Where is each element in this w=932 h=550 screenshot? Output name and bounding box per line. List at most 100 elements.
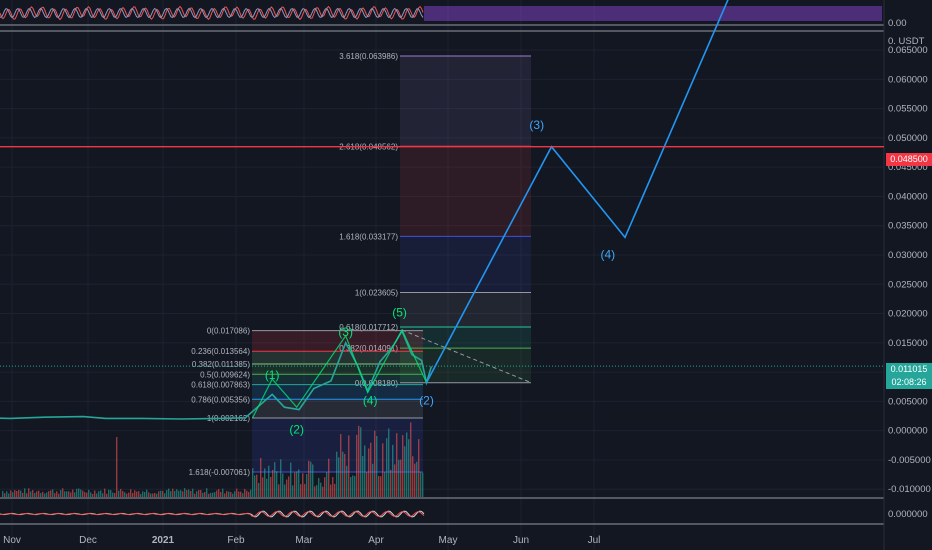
volume-bar — [286, 479, 288, 497]
volume-bar — [338, 457, 340, 497]
fib-ret-zone — [252, 399, 423, 419]
fib-ret-label: 0.618(0.007863) — [191, 381, 250, 390]
time-axis-tick: Jun — [513, 535, 529, 546]
volume-bar — [386, 438, 388, 497]
volume-bar — [20, 490, 22, 497]
volume-bar — [174, 491, 176, 497]
time-axis-tick: Feb — [227, 535, 245, 546]
volume-bar — [228, 491, 230, 497]
volume-bar — [134, 490, 136, 497]
wave-labels: (1) (2) (3) (4) (5) (2) (3) (4) — [265, 118, 615, 436]
volume-bar — [314, 486, 316, 497]
time-axis-tick: Dec — [79, 535, 97, 546]
volume-bar — [162, 490, 164, 497]
volume-bar — [106, 493, 108, 497]
volume-bar — [398, 459, 400, 497]
volume-bar — [316, 485, 318, 497]
volume-bar — [360, 427, 362, 497]
volume-bar — [404, 446, 406, 497]
volume-bar — [214, 492, 216, 497]
volume-bar — [252, 468, 254, 497]
volume-bar — [412, 456, 414, 497]
time-axis-tick: Jul — [588, 535, 601, 546]
volume-bar — [400, 459, 402, 497]
volume-bar — [204, 492, 206, 497]
oscillator-bottom-signal — [0, 511, 425, 517]
volume-bar — [94, 490, 96, 497]
volume-bar — [22, 492, 24, 497]
volume-bar — [126, 493, 128, 497]
wave-label-minor: (5) — [392, 305, 407, 319]
volume-bar — [380, 476, 382, 497]
volume-bar — [236, 488, 238, 497]
volume-bar — [72, 489, 74, 497]
volume-bar — [288, 476, 290, 497]
fib-ext-label: 1(0.023605) — [355, 288, 398, 297]
wave-label-minor: (2) — [289, 423, 304, 437]
fib-ret-label: 0(0.017086) — [207, 327, 250, 336]
volume-bar — [194, 493, 196, 497]
volume-bar — [42, 491, 44, 497]
volume-bar — [146, 489, 148, 497]
projection-line — [425, 0, 729, 383]
volume-bar — [422, 472, 424, 497]
volume-bar — [364, 445, 366, 497]
fib-ret-zone — [252, 374, 423, 385]
volume-bar — [420, 471, 422, 497]
price-axis-tick: 0.050000 — [888, 133, 928, 144]
volume-bar — [14, 490, 16, 497]
settings-gear-box — [904, 534, 924, 548]
volume-bar — [192, 488, 194, 497]
volume-bar — [70, 492, 72, 497]
volume-bar — [374, 430, 376, 497]
volume-bar — [372, 463, 374, 497]
volume-bar — [148, 492, 150, 497]
wave-label-minor: (3) — [338, 325, 353, 339]
fib-ext-zone — [400, 55, 531, 147]
time-axis[interactable]: Nov Dec 2021 Feb Mar Apr May Jun Jul — [3, 534, 924, 548]
projection-path — [425, 0, 729, 383]
price-axis-tick: -0.005000 — [888, 455, 931, 466]
volume-bar — [342, 451, 344, 497]
volume-bar — [158, 491, 160, 497]
volume-bar — [366, 471, 368, 497]
volume-bar — [256, 474, 258, 497]
volume-bar — [168, 488, 170, 497]
volume-bar — [406, 432, 408, 497]
volume-bar — [78, 488, 80, 497]
volume-bar — [8, 493, 10, 497]
volume-bar — [114, 492, 116, 497]
volume-bar — [34, 492, 36, 497]
volume-bar — [220, 491, 222, 497]
volume-bar — [164, 493, 166, 497]
volume-bar — [68, 491, 70, 497]
volume-bar — [352, 475, 354, 497]
volume-bar — [248, 491, 250, 497]
volume-bar — [234, 491, 236, 497]
volume-bar — [324, 477, 326, 497]
wave-label-major: (4) — [600, 248, 615, 262]
volume-bar — [38, 490, 40, 497]
volume-bar — [382, 443, 384, 497]
volume-bar — [326, 472, 328, 497]
volume-bar — [310, 461, 312, 497]
price-axis-tick: 0.035000 — [888, 221, 928, 232]
volume-bar — [354, 476, 356, 497]
volume-bar — [74, 492, 76, 497]
volume-bar — [266, 478, 268, 497]
volume-bar — [116, 437, 118, 497]
fib-zones — [252, 55, 531, 473]
volume-bar — [80, 489, 82, 497]
volume-bar — [218, 489, 220, 497]
fib-ext-zone — [400, 348, 531, 383]
price-axis-tick: 0.015000 — [888, 338, 928, 349]
countdown-tag: 02:08:26 — [886, 376, 932, 389]
fib-ext-zone — [400, 236, 531, 293]
oscillator-top-tick: 0.00 — [888, 18, 907, 29]
fib-ext-zone — [400, 326, 531, 349]
volume-bar — [230, 492, 232, 497]
price-axis-tick: 0.045000 — [888, 162, 928, 173]
time-axis-tick: 2021 — [152, 535, 175, 546]
